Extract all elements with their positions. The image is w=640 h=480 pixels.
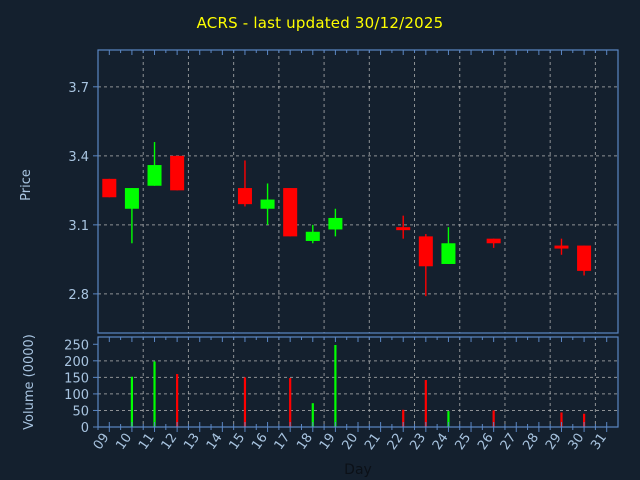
volume-tick-label: 200 xyxy=(64,355,89,370)
volume-bars-group xyxy=(130,344,586,427)
price-panel-frame xyxy=(97,49,619,334)
day-axis-title: Day xyxy=(344,462,372,478)
x-tick-label: 30 xyxy=(566,431,588,453)
candlestick xyxy=(441,227,456,264)
candle-body xyxy=(486,238,501,244)
x-tick-label: 13 xyxy=(181,431,203,453)
candlestick xyxy=(577,245,592,276)
candlestick xyxy=(554,238,569,255)
x-tick-label: 27 xyxy=(498,431,520,453)
price-tick-label: 2.8 xyxy=(68,288,89,303)
candlestick xyxy=(396,215,411,239)
gridlines-group xyxy=(98,50,618,427)
candlestick xyxy=(418,234,433,297)
price-axis-title: Price xyxy=(19,169,34,201)
candle-body xyxy=(441,243,456,264)
candle-body xyxy=(147,165,162,186)
x-tick-label: 23 xyxy=(407,431,429,453)
price-tick-label: 3.1 xyxy=(68,219,89,234)
candle-body xyxy=(554,245,569,249)
volume-tick-label: 250 xyxy=(64,338,89,353)
x-tick-label: 10 xyxy=(113,431,135,453)
x-tick-label: 17 xyxy=(272,431,294,453)
candlestick xyxy=(124,188,139,244)
candle-body xyxy=(283,188,298,237)
x-tick-label: 25 xyxy=(453,431,475,453)
candlestick xyxy=(147,142,162,186)
ticks-group xyxy=(93,50,608,432)
x-tick-label: 15 xyxy=(226,431,248,453)
candlestick xyxy=(486,238,501,248)
volume-panel-frame xyxy=(97,336,619,428)
x-tick-label: 18 xyxy=(294,431,316,453)
candle-body xyxy=(260,199,275,209)
frame-group xyxy=(97,49,619,428)
candlestick xyxy=(102,178,117,198)
candle-body xyxy=(170,155,185,191)
candle-body xyxy=(396,227,411,231)
x-tick-label: 29 xyxy=(543,431,565,453)
price-tick-label: 3.4 xyxy=(68,150,89,165)
candle-body xyxy=(418,236,433,267)
x-tick-label: 12 xyxy=(159,431,181,453)
x-tick-label: 21 xyxy=(362,431,384,453)
candlestick xyxy=(283,188,298,237)
volume-tick-label: 150 xyxy=(64,371,89,386)
chart-title: ACRS - last updated 30/12/2025 xyxy=(196,14,444,32)
candlestick xyxy=(237,160,252,207)
x-tick-label: 22 xyxy=(385,431,407,453)
volume-tick-label: 0 xyxy=(81,421,89,436)
candle-body xyxy=(237,188,252,205)
candle-body xyxy=(305,231,320,241)
x-tick-label: 26 xyxy=(475,431,497,453)
candle-body xyxy=(124,188,139,209)
price-tick-label: 3.7 xyxy=(68,81,89,96)
volume-axis-title: Volume (0000) xyxy=(22,334,37,430)
x-tick-label: 14 xyxy=(204,431,226,453)
x-tick-label: 16 xyxy=(249,431,271,453)
volume-tick-label: 100 xyxy=(64,388,89,403)
candlestick xyxy=(305,224,320,244)
x-tick-label: 28 xyxy=(520,431,542,453)
x-tick-label: 09 xyxy=(91,431,113,453)
candle-body xyxy=(328,217,343,230)
x-tick-label: 19 xyxy=(317,431,339,453)
candlestick xyxy=(170,155,185,191)
x-tick-label: 24 xyxy=(430,431,452,453)
candlestick xyxy=(328,208,343,237)
x-tick-label: 11 xyxy=(136,431,158,453)
x-tick-label: 31 xyxy=(588,431,610,453)
candle-body xyxy=(102,178,117,198)
candle-body xyxy=(577,245,592,271)
x-tick-label: 20 xyxy=(339,431,361,453)
volume-tick-label: 50 xyxy=(72,404,89,419)
candlestick xyxy=(260,183,275,225)
candles-group xyxy=(102,142,592,297)
